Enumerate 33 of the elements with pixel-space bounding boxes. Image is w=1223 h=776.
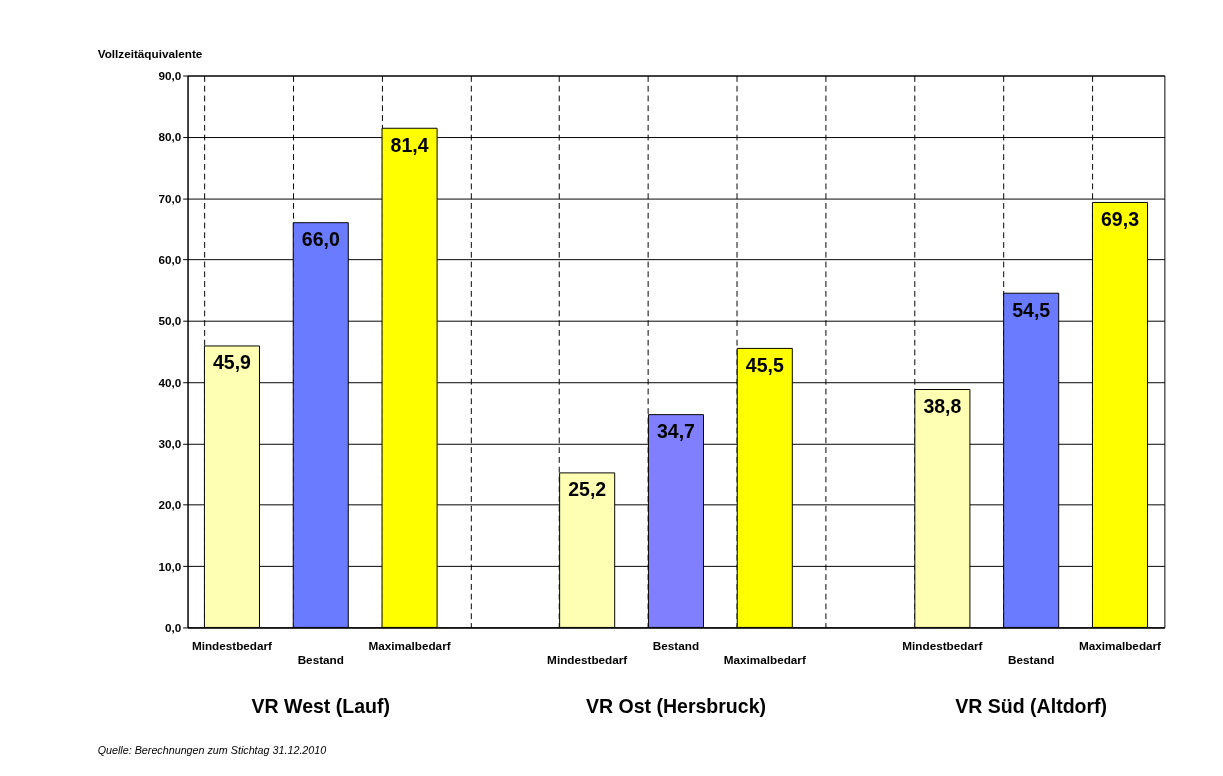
y-tick-label: 0,0 [164,620,182,634]
x-tick-label: Maximalbedarf [368,639,451,653]
text: VR West (Lauf) [251,695,390,718]
x-tick-label: Bestand [1008,653,1055,667]
y-tick-label: 40,0 [158,375,182,389]
data-label: 69,3 [1101,207,1140,230]
data-label: 45,5 [745,353,784,376]
y-tick-label: 30,0 [158,436,182,450]
y-tick-label: 20,0 [158,498,182,512]
x-tick-label: Maximalbedarf [723,653,806,667]
data-label: 81,4 [390,133,429,156]
data-label: 66,0 [301,228,340,251]
y-tick-label: 10,0 [158,559,182,573]
y-axis-title: Vollzeitäquivalente [97,46,203,60]
data-label: 25,2 [568,478,607,501]
x-tick-label: Mindestbedarf [191,639,273,653]
y-tick-label: 70,0 [158,191,182,205]
y-tick-label: 50,0 [158,314,182,328]
text: VR Süd (Altdorf) [955,695,1108,718]
y-tick-label: 90,0 [158,68,182,82]
data-label: 34,7 [656,420,695,443]
x-tick-label: Mindestbedarf [902,639,983,653]
x-tick-label: Bestand [652,639,700,653]
x-tick-label: Mindestbedarf [547,653,628,667]
x-tick-label: Maximalbedarf [1078,639,1162,653]
y-tick-label: 80,0 [158,130,182,144]
source-note: Quelle: Berechnungen zum Stichtag 31.12.2010 [97,744,327,757]
data-label: 54,5 [1012,298,1051,321]
text: VR Ost (Hersbruck) [585,695,766,718]
x-tick-label: Bestand [297,653,344,667]
data-label: 38,8 [923,394,962,417]
y-tick-label: 60,0 [158,252,182,266]
data-label: 45,9 [212,351,252,374]
